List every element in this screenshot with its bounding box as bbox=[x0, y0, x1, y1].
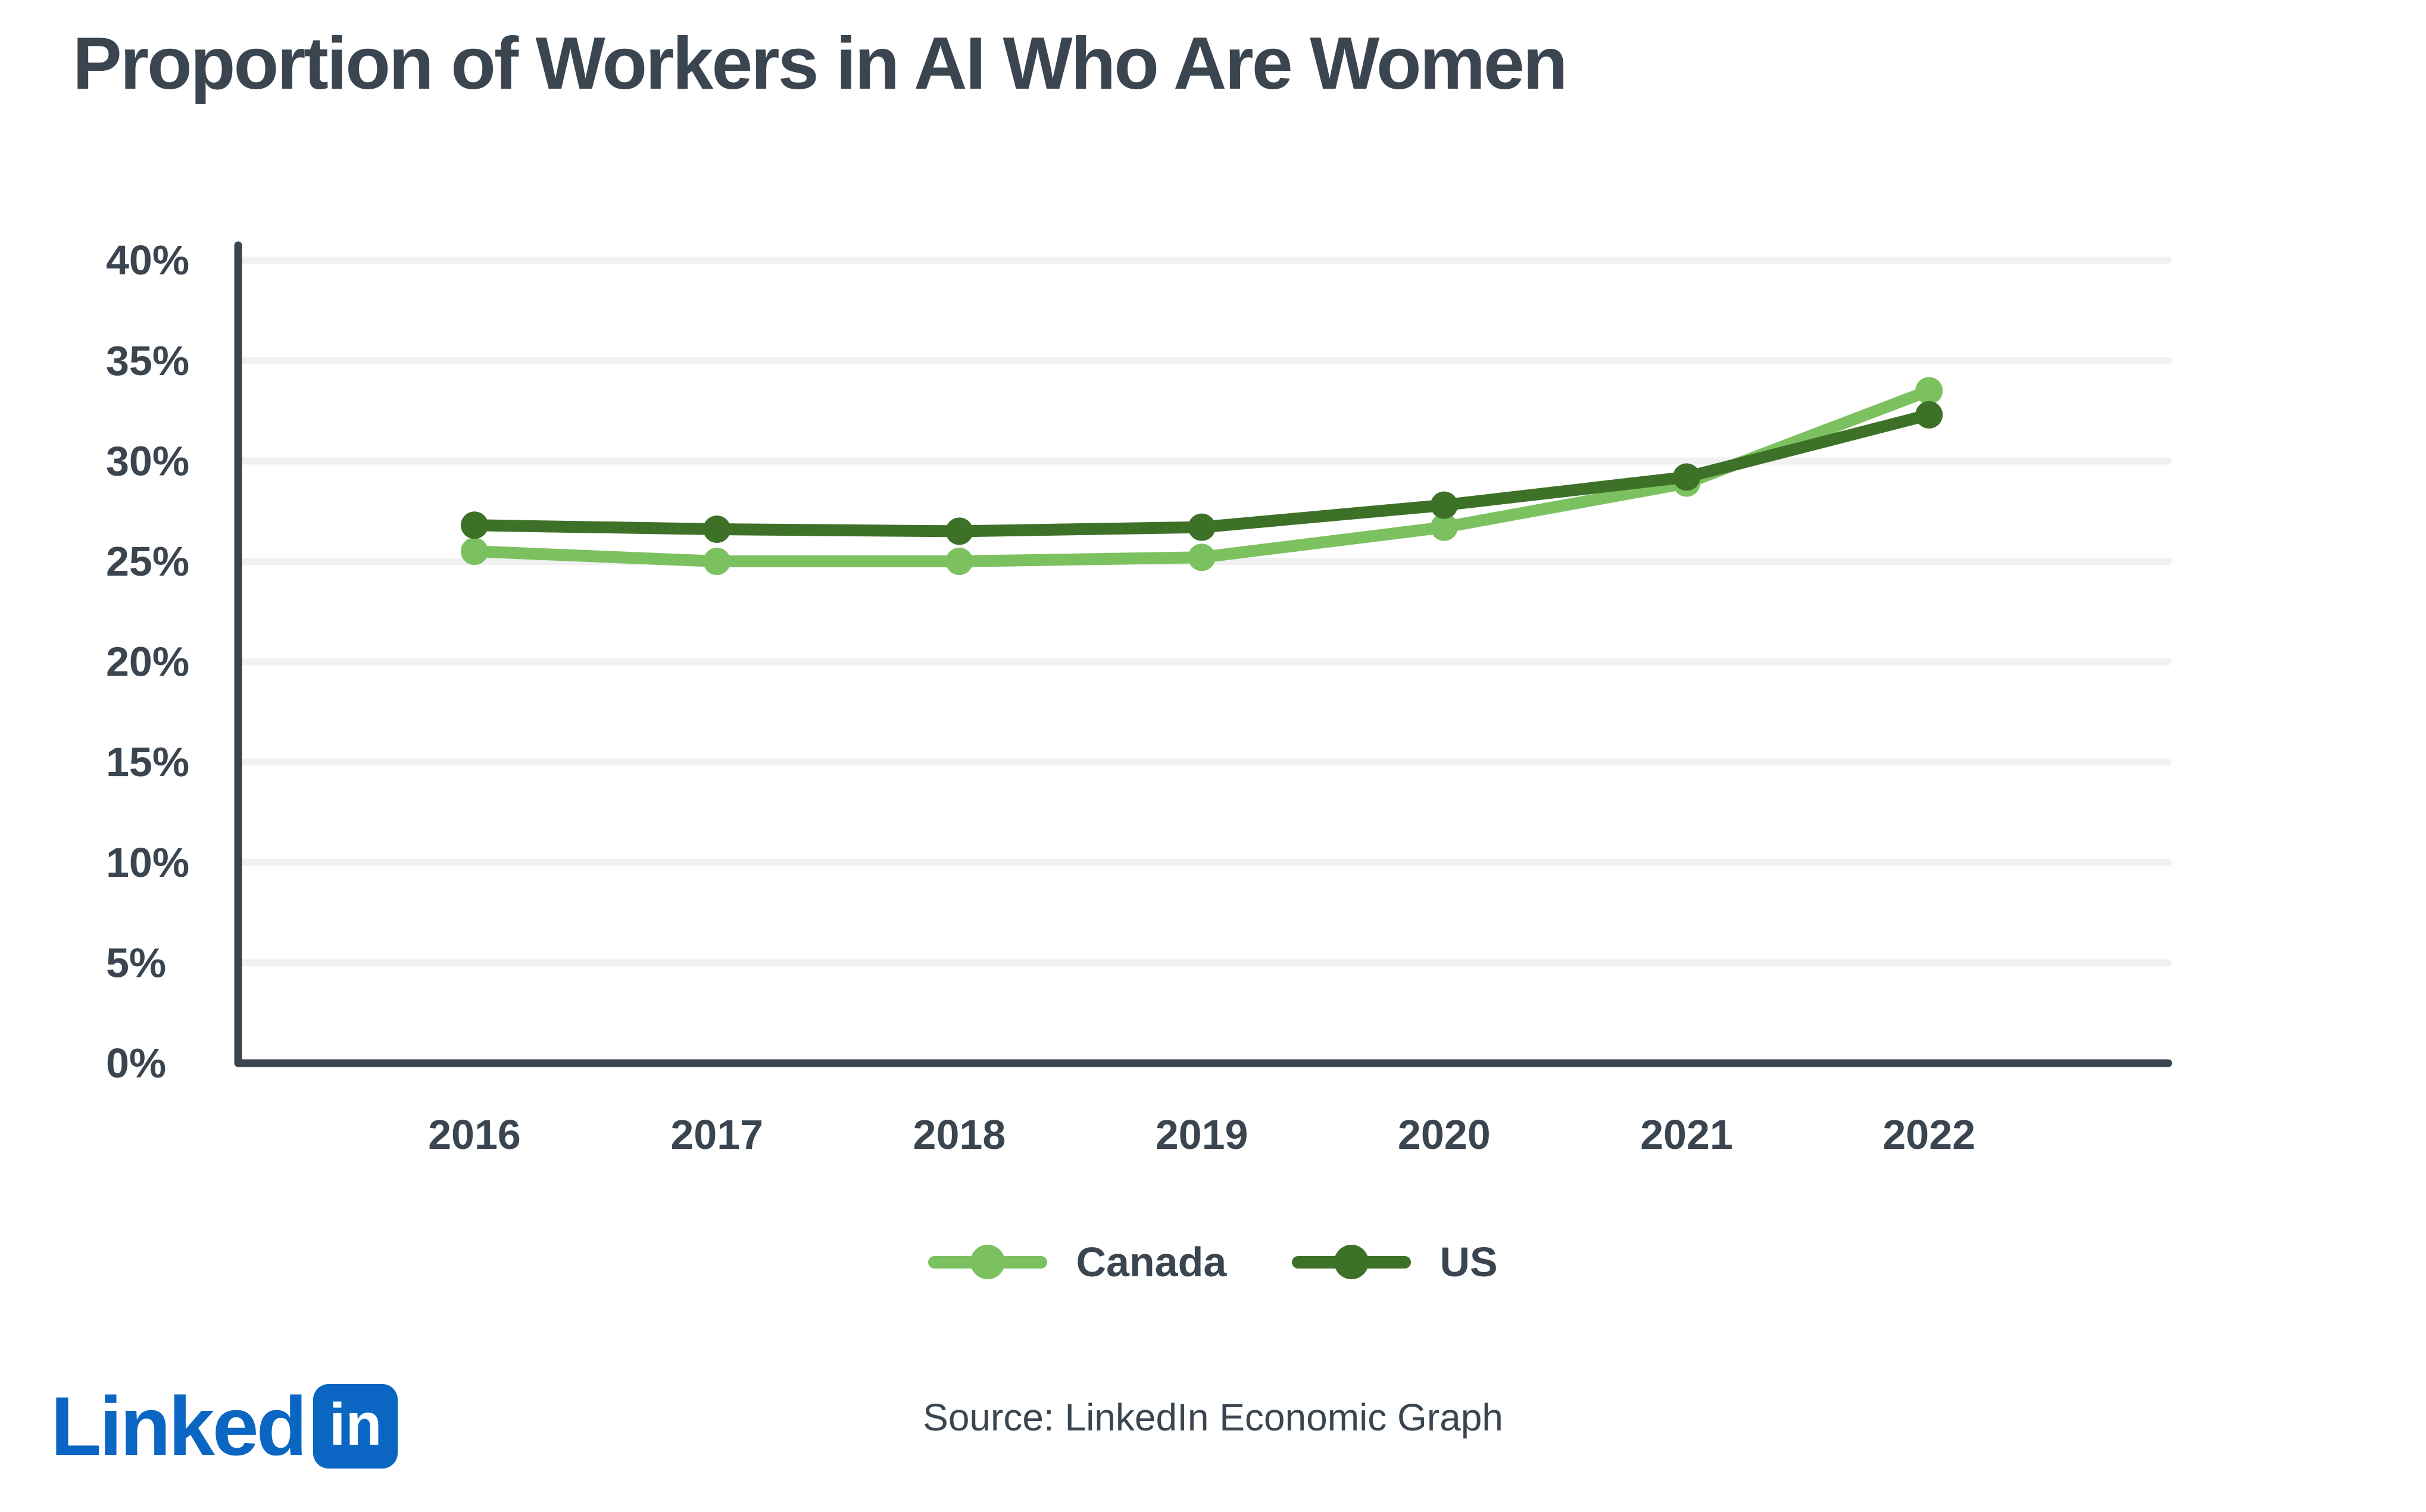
xtick-label-2017: 2017 bbox=[670, 1111, 763, 1158]
us-point-2020 bbox=[1430, 491, 1458, 519]
xtick-label-2020: 2020 bbox=[1398, 1111, 1491, 1158]
us-point-2017 bbox=[703, 516, 731, 543]
canada-point-2020 bbox=[1430, 513, 1458, 541]
us-legend-dot-icon bbox=[1334, 1245, 1369, 1279]
xtick-label-2018: 2018 bbox=[913, 1111, 1006, 1158]
canada-point-2018 bbox=[945, 548, 973, 575]
ytick-label-15: 15% bbox=[106, 739, 189, 785]
ytick-label-40: 40% bbox=[106, 237, 189, 283]
canada-legend-dot-icon bbox=[970, 1245, 1006, 1279]
canada-point-2016 bbox=[461, 538, 488, 566]
canada-point-2017 bbox=[703, 548, 731, 575]
us-point-2016 bbox=[461, 511, 488, 539]
xtick-label-2022: 2022 bbox=[1882, 1111, 1975, 1158]
axis-lines bbox=[234, 241, 2172, 1067]
us-point-2019 bbox=[1188, 513, 1216, 541]
canada-legend-swatch bbox=[928, 1233, 1048, 1291]
ytick-label-0: 0% bbox=[106, 1040, 166, 1086]
chart-legend: Canada US bbox=[0, 1233, 2426, 1291]
us-point-2021 bbox=[1673, 463, 1700, 491]
linkedin-wordmark: Linked bbox=[51, 1379, 307, 1473]
ytick-label-35: 35% bbox=[106, 338, 189, 384]
legend-label-canada: Canada bbox=[1076, 1239, 1227, 1285]
source-text: Source: LinkedIn Economic Graph bbox=[923, 1396, 1503, 1439]
legend-item-canada: Canada bbox=[928, 1233, 1226, 1291]
ytick-label-20: 20% bbox=[106, 639, 189, 685]
ytick-label-5: 5% bbox=[106, 939, 166, 986]
linkedin-in-badge-icon: in bbox=[313, 1384, 398, 1469]
legend-label-us: US bbox=[1440, 1239, 1498, 1285]
linkedin-logo: Linked in bbox=[51, 1382, 398, 1470]
linkedin-in-badge-text: in bbox=[329, 1391, 382, 1458]
chart-title: Proportion of Workers in AI Who Are Wome… bbox=[73, 23, 1568, 105]
canada-point-2019 bbox=[1188, 543, 1216, 571]
us-legend-swatch bbox=[1292, 1233, 1412, 1291]
xtick-label-2019: 2019 bbox=[1156, 1111, 1248, 1158]
us-point-2022 bbox=[1915, 401, 1943, 429]
us-point-2018 bbox=[945, 517, 973, 545]
legend-item-us: US bbox=[1292, 1233, 1498, 1291]
ytick-label-25: 25% bbox=[106, 538, 189, 585]
ytick-label-30: 30% bbox=[106, 438, 189, 484]
xtick-label-2021: 2021 bbox=[1640, 1111, 1733, 1158]
canada-point-2022 bbox=[1915, 377, 1943, 405]
xtick-label-2016: 2016 bbox=[428, 1111, 521, 1158]
ytick-label-10: 10% bbox=[106, 839, 189, 886]
